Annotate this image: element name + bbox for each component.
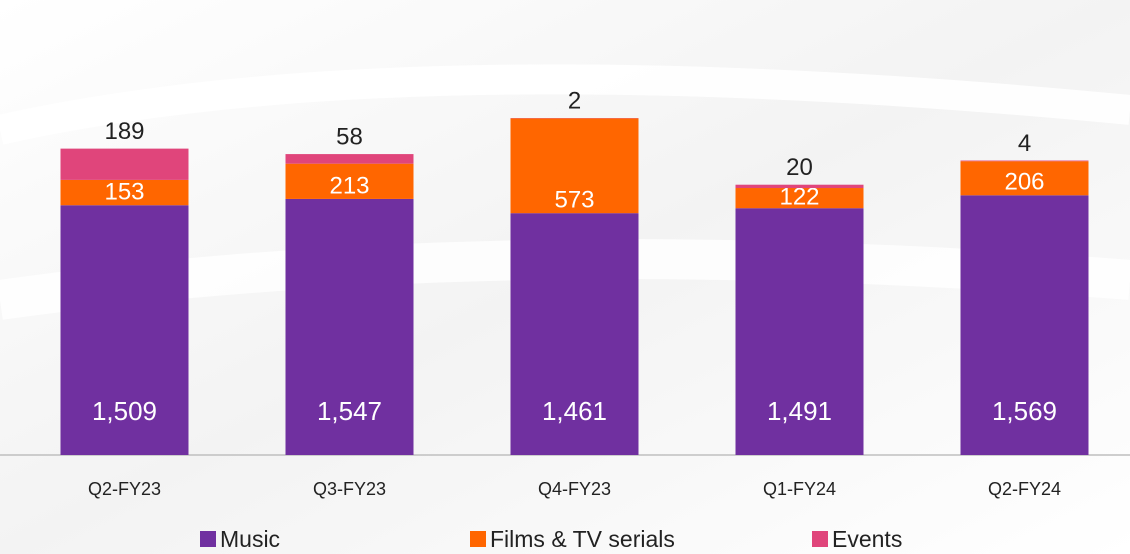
legend-label: Events	[832, 526, 902, 552]
bar-segment	[285, 163, 414, 199]
data-label: 1,491	[767, 396, 832, 426]
bar-segment	[960, 195, 1089, 455]
data-label: 1,509	[92, 396, 157, 426]
bar-segment	[285, 198, 414, 456]
bar-segment	[960, 160, 1089, 162]
data-label: 189	[104, 118, 144, 145]
data-label: 153	[104, 179, 144, 206]
data-label: 20	[786, 154, 813, 181]
data-label: 206	[1004, 169, 1044, 196]
bar-segment	[60, 205, 189, 455]
bar-segment	[735, 208, 864, 455]
x-tick-label: Q1-FY24	[763, 479, 836, 499]
bar-segment	[510, 213, 639, 455]
data-label: 1,569	[992, 396, 1057, 426]
data-label: 4	[1018, 130, 1031, 157]
bar-segment	[60, 148, 189, 180]
legend-swatch	[812, 531, 828, 547]
data-label: 213	[329, 172, 369, 199]
x-tick-label: Q2-FY23	[88, 479, 161, 499]
bar-segment	[510, 118, 639, 214]
x-tick-label: Q2-FY24	[988, 479, 1061, 499]
legend-label: Films & TV serials	[490, 526, 675, 552]
data-label: 58	[336, 123, 363, 150]
data-label: 1,547	[317, 396, 382, 426]
data-label: 1,461	[542, 396, 607, 426]
bar-segment	[60, 179, 189, 206]
bar-segment	[735, 188, 864, 209]
bar-segment	[285, 154, 414, 164]
x-tick-label: Q3-FY23	[313, 479, 386, 499]
legend-label: Music	[220, 526, 280, 552]
data-label: 573	[554, 187, 594, 214]
legend-swatch	[200, 531, 216, 547]
bar-segment	[735, 184, 864, 189]
data-label: 2	[568, 87, 581, 114]
x-tick-label: Q4-FY23	[538, 479, 611, 499]
bar-segment	[960, 161, 1089, 196]
legend-swatch	[470, 531, 486, 547]
background-swoosh	[0, 64, 1130, 145]
